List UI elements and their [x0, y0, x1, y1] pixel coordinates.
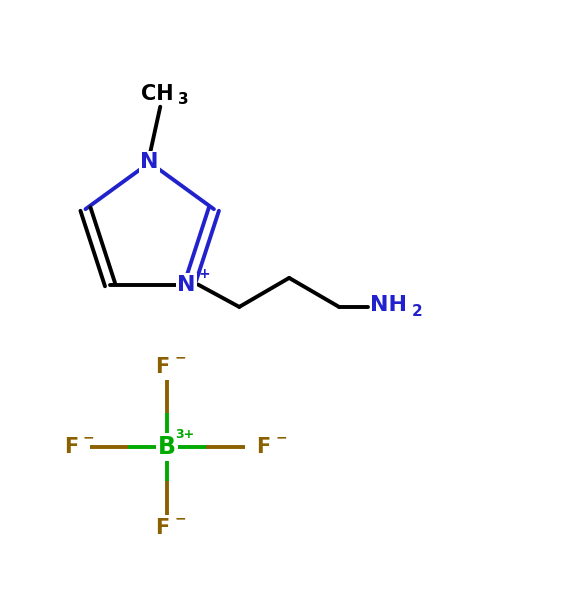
Text: N: N — [177, 275, 195, 295]
Text: NH: NH — [370, 295, 407, 315]
Text: F: F — [156, 518, 170, 538]
Text: 2: 2 — [411, 304, 423, 319]
Text: −: − — [83, 431, 95, 445]
Text: F: F — [156, 357, 170, 377]
Text: +: + — [198, 267, 210, 281]
Text: N: N — [140, 152, 159, 173]
Text: −: − — [275, 431, 287, 445]
Text: B: B — [158, 435, 176, 459]
Text: F: F — [257, 437, 271, 457]
Text: CH: CH — [141, 84, 174, 104]
Text: 3: 3 — [178, 92, 189, 107]
Text: F: F — [64, 437, 78, 457]
Text: −: − — [174, 511, 186, 525]
Text: −: − — [174, 350, 186, 364]
Text: 3+: 3+ — [176, 428, 194, 441]
